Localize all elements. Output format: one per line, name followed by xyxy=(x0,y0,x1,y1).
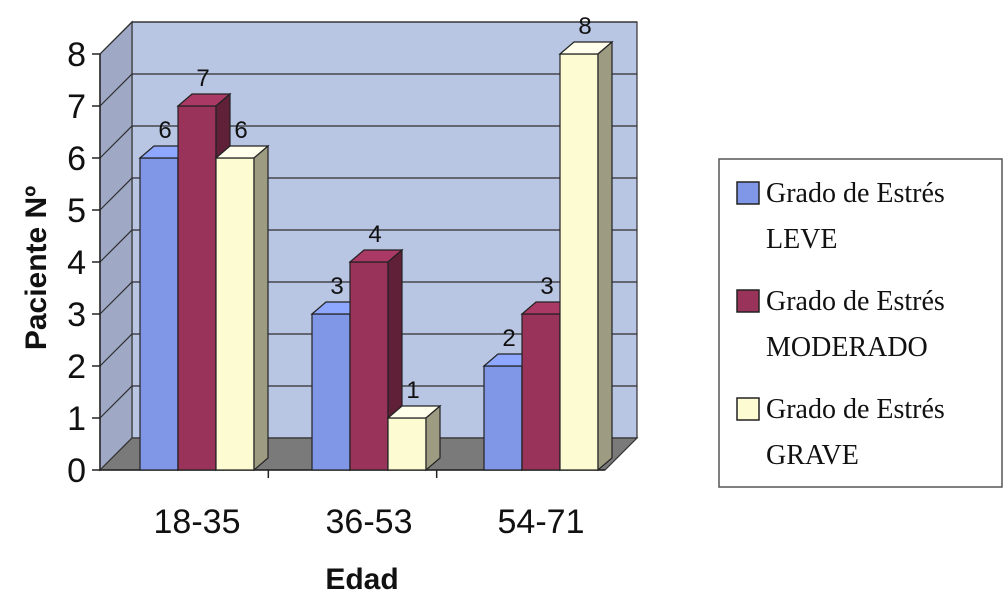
gridline xyxy=(99,21,637,55)
y-tick-label: 7 xyxy=(67,88,86,126)
x-tick-label: 18-35 xyxy=(154,503,241,541)
bar-side xyxy=(597,40,613,472)
bar-36-53-2 xyxy=(386,404,442,472)
bar-front xyxy=(311,313,351,471)
bar-front xyxy=(139,157,179,471)
legend-swatch xyxy=(736,289,760,313)
bar-front xyxy=(215,157,255,471)
y-tick-label: 8 xyxy=(67,36,86,74)
legend-label: LEVE xyxy=(766,224,838,255)
bar-front xyxy=(387,417,427,471)
bar-18-35-2 xyxy=(214,144,270,472)
y-axis-title: Paciente Nº xyxy=(20,186,53,350)
data-label: 4 xyxy=(368,221,381,248)
legend-label: Grado de Estrés xyxy=(766,394,945,425)
gridline xyxy=(99,385,637,419)
data-label: 6 xyxy=(158,117,171,144)
legend-swatch xyxy=(736,181,760,205)
data-label: 6 xyxy=(234,117,247,144)
y-tick-label: 4 xyxy=(67,244,86,282)
bar-front xyxy=(177,105,217,471)
legend-label: GRAVE xyxy=(766,440,859,471)
x-tick-label: 36-53 xyxy=(326,503,413,541)
gridline xyxy=(99,229,637,263)
bar-54-71-2 xyxy=(558,40,614,472)
bar-front xyxy=(521,313,561,471)
bar-front xyxy=(559,53,599,471)
data-label: 8 xyxy=(578,13,591,40)
y-tick-label: 2 xyxy=(67,348,86,386)
data-label: 2 xyxy=(502,325,515,352)
gridline xyxy=(99,281,637,315)
bar-front xyxy=(349,261,389,471)
data-label: 7 xyxy=(196,65,209,92)
legend-swatch xyxy=(736,397,760,421)
gridlines xyxy=(99,21,637,419)
x-axis-title: Edad xyxy=(325,563,398,596)
gridline xyxy=(99,125,637,159)
gridline xyxy=(99,333,637,367)
bar-side xyxy=(425,404,441,472)
y-tick-label: 0 xyxy=(67,452,86,490)
legend-box xyxy=(718,158,1003,488)
legend-label: Grado de Estrés xyxy=(766,178,945,209)
bar-side xyxy=(253,144,269,472)
gridline xyxy=(99,177,637,211)
legend-label: MODERADO xyxy=(766,332,928,363)
x-tick-label: 54-71 xyxy=(498,503,585,541)
legend-entry-0: Grado de Estrés LEVE xyxy=(736,178,945,255)
y-tick-label: 1 xyxy=(67,400,86,438)
legend-entry-2: Grado de Estrés GRAVE xyxy=(736,394,945,471)
legend-entry-1: Grado de Estrés MODERADO xyxy=(736,286,945,363)
legend-label: Grado de Estrés xyxy=(766,286,945,317)
y-tick-label: 3 xyxy=(67,296,86,334)
data-label: 3 xyxy=(540,273,553,300)
y-tick-label: 5 xyxy=(67,192,86,230)
legend: Grado de Estrés LEVE Grado de Estrés MODERA… xyxy=(718,158,1003,488)
bars xyxy=(138,40,614,472)
y-tick-label: 6 xyxy=(67,140,86,178)
data-label: 1 xyxy=(406,377,419,404)
gridline xyxy=(99,73,637,107)
bar-front xyxy=(483,365,523,471)
data-label: 3 xyxy=(330,273,343,300)
